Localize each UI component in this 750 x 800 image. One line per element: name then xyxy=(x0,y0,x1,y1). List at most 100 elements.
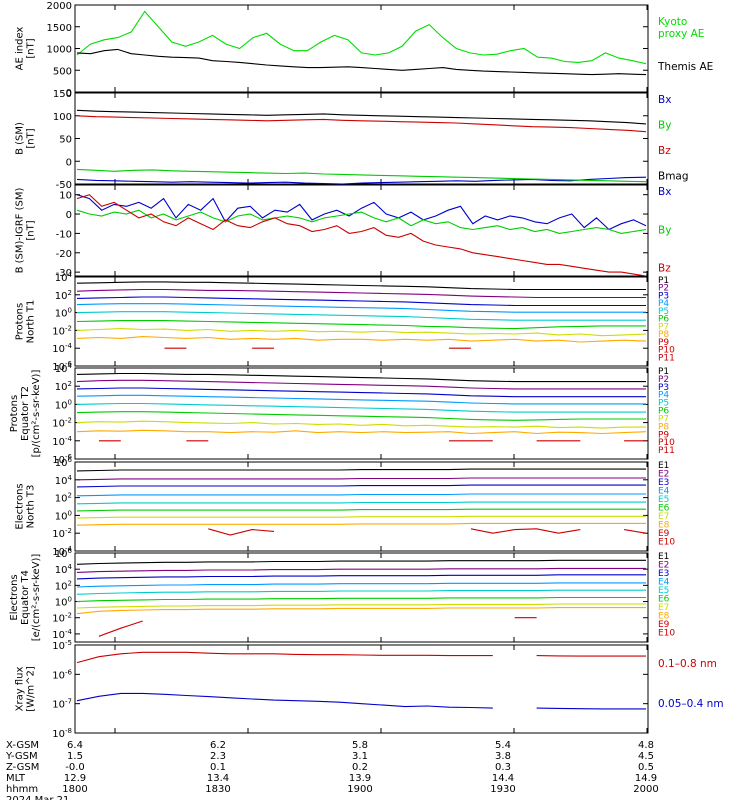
y-tick-label: 10-4 xyxy=(52,628,72,641)
ephemeris-value: 4.8 xyxy=(638,740,654,751)
legend-label: P9 xyxy=(658,338,669,348)
y-tick-label: 102 xyxy=(55,289,72,302)
legend-label: P8 xyxy=(658,330,669,340)
series-line-p7 xyxy=(76,328,647,337)
ephemeris-table: X-GSM 6.4 6.2 5.8 5.4 4.8 Y-GSM 1.5 2.3 3.1 3.8 4.5… xyxy=(5,740,659,800)
legend-label: E9 xyxy=(658,620,670,630)
y-axis-label: ProtonsEquator T2[p/(cm²-s-sr-keV)] xyxy=(9,370,42,458)
series-line-e6 xyxy=(76,596,646,603)
series-line-p5 xyxy=(76,311,646,321)
ephemeris-value: 0.1 xyxy=(210,762,226,773)
y-axis-label: ElectronsNorth T3 xyxy=(15,483,37,529)
ephemeris-value: 13.9 xyxy=(349,773,371,784)
y-tick-label: 10-7 xyxy=(52,698,72,711)
y-tick-label: 10-6 xyxy=(52,360,72,373)
y-tick-label: 104 xyxy=(55,271,73,284)
legend-label: E1 xyxy=(658,552,669,562)
series-line-e3 xyxy=(76,574,646,580)
panel-frame xyxy=(74,276,649,367)
y-tick-label: 10-5 xyxy=(52,639,72,652)
ephemeris-value: 1.5 xyxy=(67,751,83,762)
ephemeris-value: 6.2 xyxy=(210,740,226,751)
legend-label: P7 xyxy=(658,414,669,424)
y-tick-label: 100 xyxy=(55,307,72,320)
series-line-p2 xyxy=(76,288,646,299)
panel-4: 10-6 10-4 10-2 100 102 104 ProtonsNorth T1 P1P2… xyxy=(15,271,676,373)
series-line-p4 xyxy=(76,394,646,405)
series-line-e3 xyxy=(76,484,646,488)
series-line-bz xyxy=(76,194,647,277)
ephemeris-value: 1930 xyxy=(490,784,515,795)
y-tick-label: 10-6 xyxy=(52,668,72,681)
ephemeris-value: 1830 xyxy=(205,784,230,795)
y-tick-label: 10-4 xyxy=(52,435,72,448)
legend-label: 0.1–0.8 nm xyxy=(658,658,717,670)
panel-frame xyxy=(74,644,649,734)
y-tick-label: 1000 xyxy=(47,45,72,56)
ephemeris-value: -0.0 xyxy=(65,762,85,773)
ephemeris-row-label: X-GSM xyxy=(6,740,39,751)
legend-label: 0.05–0.4 nm xyxy=(658,698,724,710)
legend-label: Bx xyxy=(658,186,671,198)
y-tick-label: 102 xyxy=(55,579,72,592)
ephemeris-row-label: hhmm xyxy=(6,784,38,795)
legend-label: P2 xyxy=(658,375,669,385)
ephemeris-row-label: Z-GSM xyxy=(6,762,39,773)
ephemeris-value: 1800 xyxy=(62,784,87,795)
legend-label: E8 xyxy=(658,612,670,622)
ephemeris-value: 2000 xyxy=(633,784,658,795)
legend-label: By xyxy=(658,120,671,132)
panel-5: 10-6 10-4 10-2 100 102 104 ProtonsEquator T2[p… xyxy=(9,362,675,466)
panel-frame xyxy=(74,4,649,93)
y-axis-label: AE index[nT] xyxy=(15,27,37,71)
series-line-e2 xyxy=(76,477,646,481)
legend-label: P2 xyxy=(658,284,669,294)
series-line-e7 xyxy=(76,603,646,609)
legend-label: P3 xyxy=(658,383,669,393)
ephemeris-value: 0.5 xyxy=(638,762,654,773)
series-line-e1 xyxy=(76,468,646,472)
ephemeris-value: 5.4 xyxy=(495,740,511,751)
series-line-e9 xyxy=(208,528,647,536)
legend-label: Bmag xyxy=(658,171,689,183)
legend-label: P6 xyxy=(658,407,669,417)
series-line-p6 xyxy=(76,320,646,330)
series-line-by xyxy=(76,168,647,183)
series-line-e2 xyxy=(76,567,646,573)
series-line-e6 xyxy=(76,508,646,512)
legend-label: E3 xyxy=(658,569,669,579)
y-tick-label: 2000 xyxy=(47,1,72,12)
y-tick-label: 10-8 xyxy=(52,727,72,740)
ephemeris-value: 4.5 xyxy=(638,751,654,762)
legend-label: P5 xyxy=(658,399,669,409)
legend-label: E2 xyxy=(658,470,669,480)
y-tick-label: 102 xyxy=(55,380,72,393)
legend-label: Bz xyxy=(658,263,671,275)
y-tick-label: 100 xyxy=(55,398,72,411)
ephemeris-value: 0.3 xyxy=(495,762,511,773)
y-axis-label: B (SM)-IGRF (SM)[nT] xyxy=(15,188,37,274)
ephemeris-value: 3.1 xyxy=(352,751,368,762)
series-line-bz xyxy=(76,115,647,133)
legend-label: P4 xyxy=(658,299,669,309)
ephemeris-value: 3.8 xyxy=(495,751,511,762)
y-tick-label: 0 xyxy=(66,88,72,99)
series-line-kyoto-proxy-ae xyxy=(76,10,647,65)
series-line-e9 xyxy=(98,617,537,637)
legend-label: E6 xyxy=(658,595,670,605)
y-axis-label: ProtonsNorth T1 xyxy=(15,300,37,344)
panel-frame xyxy=(74,461,649,552)
series-line-p6 xyxy=(76,411,646,421)
ephemeris-value: 5.8 xyxy=(352,740,368,751)
y-tick-label: 0 xyxy=(66,157,72,168)
ephemeris-value: 13.4 xyxy=(207,773,229,784)
y-axis-label: B (SM)[nT] xyxy=(15,122,37,155)
y-tick-label: 150 xyxy=(53,89,72,100)
y-tick-label: -20 xyxy=(56,249,72,260)
ephemeris-row-label: Y-GSM xyxy=(5,751,38,762)
legend-label: E4 xyxy=(658,578,670,588)
y-tick-label: 10-4 xyxy=(52,545,72,558)
panel-3: -30 -20 -10 0 10 B (SM)-IGRF (SM)[nT] Bx By Bz xyxy=(15,184,671,279)
